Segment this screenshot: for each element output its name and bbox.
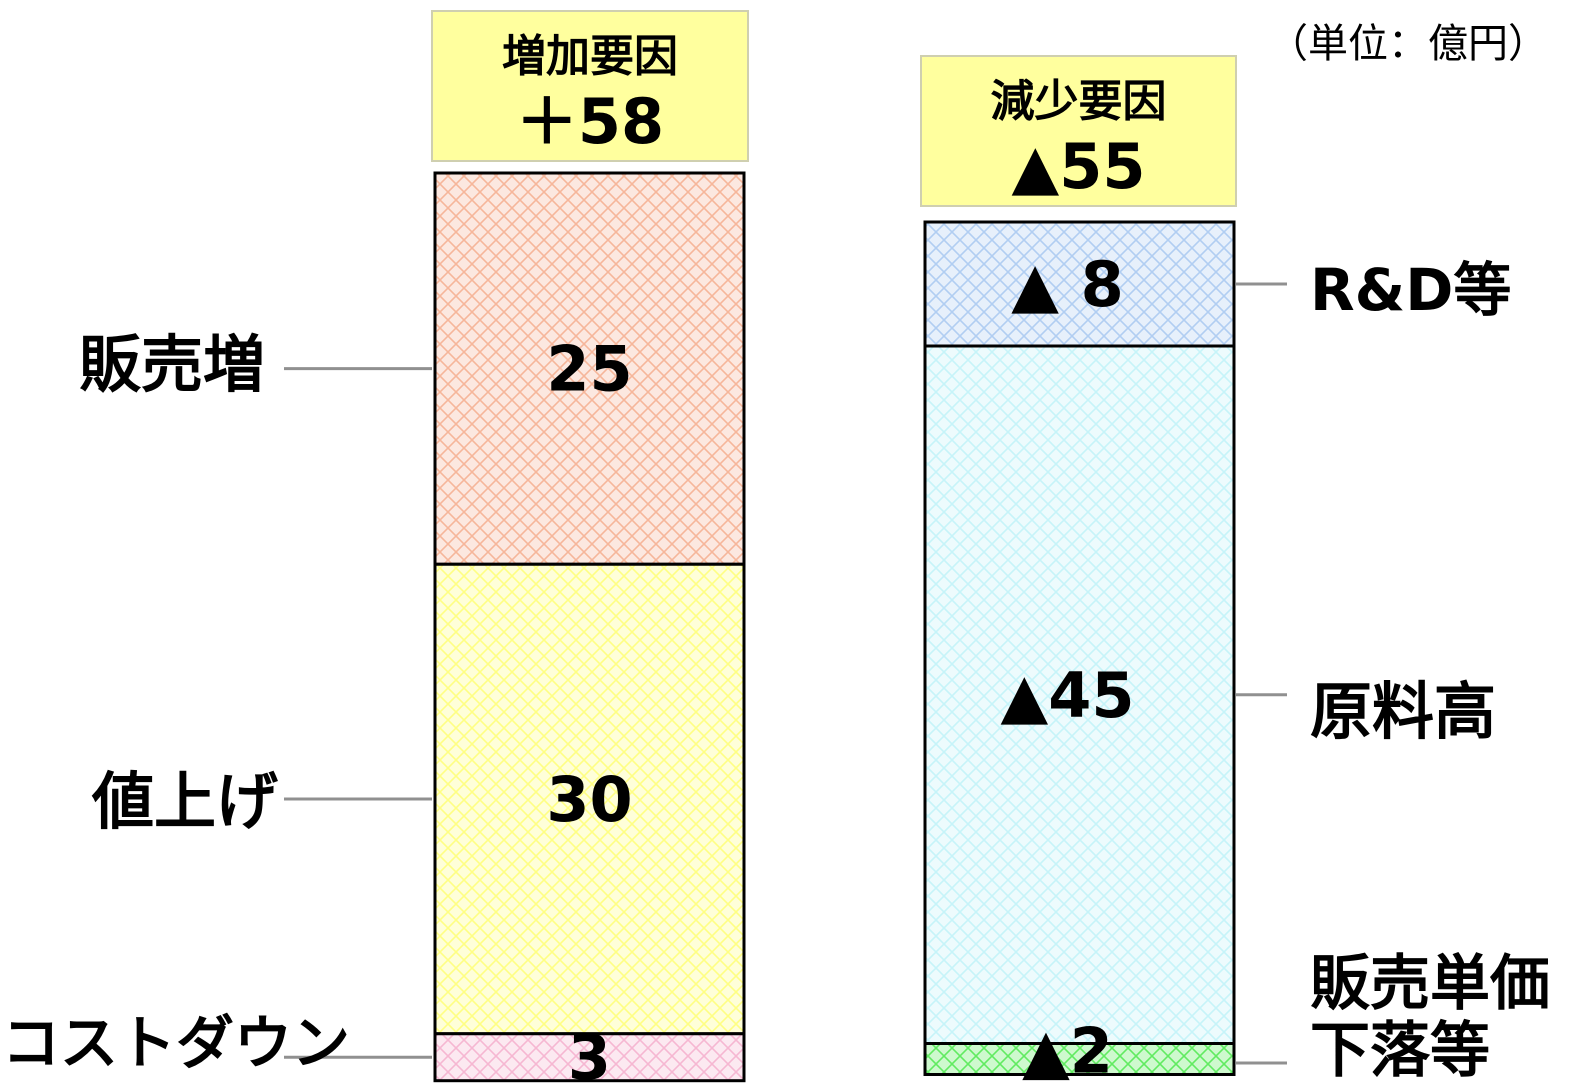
bar-segment-1-1 bbox=[923, 344, 1236, 1045]
category-label-line: 販売単価 bbox=[1310, 949, 1550, 1019]
bar-segment-0-2 bbox=[433, 1032, 746, 1083]
header-box-1 bbox=[920, 55, 1237, 207]
data-label-0-1: 30 bbox=[546, 763, 632, 836]
category-label-0-2: コストダウン bbox=[2, 1009, 350, 1077]
header-total-1: ▲55 bbox=[1012, 130, 1146, 203]
bar-segment-1-2 bbox=[923, 1042, 1236, 1076]
category-label-0-1: 値上げ bbox=[91, 765, 278, 838]
header-box-0 bbox=[431, 10, 749, 162]
chart-marks: 増加要因＋58 25 販売増 30 値上げ 3 コストダウン 減少要因▲55 ▲ 8 R&D等 ▲4… bbox=[2, 10, 1550, 1091]
bar-segment-0-0 bbox=[433, 171, 746, 566]
data-label-0-2: 3 bbox=[568, 1021, 611, 1091]
category-label-0-0: 販売増 bbox=[79, 328, 265, 401]
header-title-0: 増加要因 bbox=[502, 31, 678, 82]
category-label-1-2: 販売単価下落等 bbox=[1310, 949, 1550, 1086]
header-total-0: ＋58 bbox=[516, 85, 664, 158]
category-label-1-0: R&D等 bbox=[1310, 256, 1511, 324]
data-label-1-1: ▲45 bbox=[1001, 659, 1135, 732]
header-title-1: 減少要因 bbox=[991, 76, 1167, 127]
category-label-line: 下落等 bbox=[1310, 1016, 1490, 1086]
data-label-1-0: ▲ 8 bbox=[1011, 248, 1123, 321]
unit-label: （単位：億円） bbox=[1268, 21, 1548, 67]
category-label-1-1: 原料高 bbox=[1310, 675, 1496, 748]
data-label-0-0: 25 bbox=[546, 333, 632, 406]
data-label-1-2: ▲2 bbox=[1022, 1015, 1113, 1088]
